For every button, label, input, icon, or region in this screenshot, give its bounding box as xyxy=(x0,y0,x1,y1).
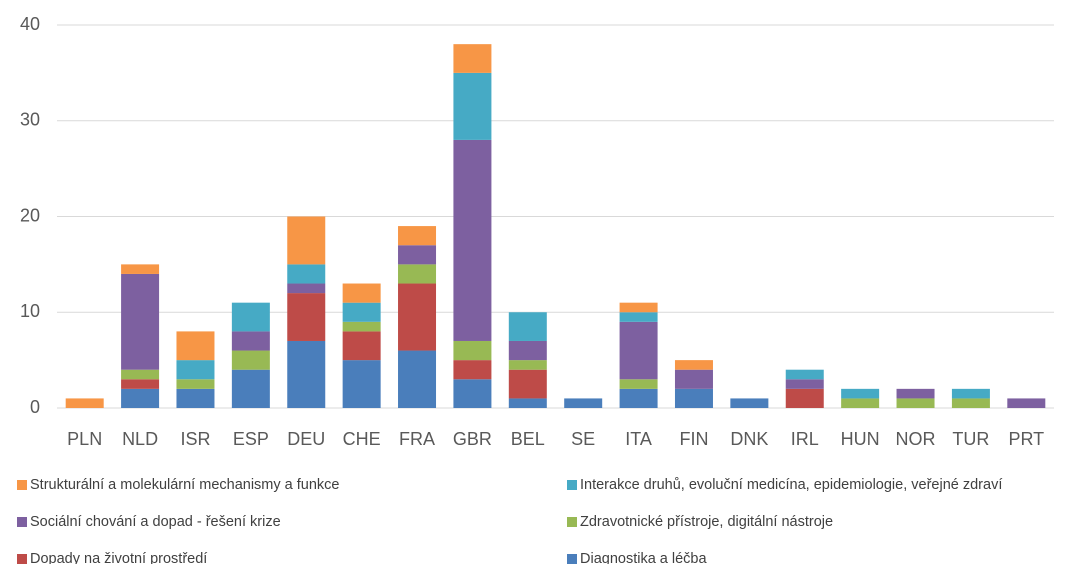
bar-segment xyxy=(619,321,658,380)
bar-segment xyxy=(121,273,160,370)
bar-segment xyxy=(176,360,215,380)
bar-segment xyxy=(730,398,769,408)
x-tick-label: ISR xyxy=(180,429,210,449)
bar-segment xyxy=(674,388,713,408)
bar-segment xyxy=(342,331,381,361)
bar-segment xyxy=(951,388,990,399)
bar-segment xyxy=(121,369,160,380)
x-tick-label: FRA xyxy=(399,429,435,449)
y-tick-label: 0 xyxy=(30,397,40,417)
bar-segment xyxy=(508,369,547,399)
bar-segment xyxy=(841,398,880,408)
legend-label: Dopady na životní prostředí xyxy=(30,551,207,564)
bar-segment xyxy=(1007,398,1046,408)
bar-segment xyxy=(619,379,658,389)
bar-segment xyxy=(287,216,326,265)
bar-segment xyxy=(453,340,492,361)
legend-swatch xyxy=(567,517,577,527)
bar-segment xyxy=(785,369,824,380)
bar-segment xyxy=(342,321,381,332)
x-tick-label: NLD xyxy=(122,429,158,449)
x-tick-label: FIN xyxy=(679,429,708,449)
bar-segment xyxy=(342,302,381,322)
x-tick-label: DNK xyxy=(730,429,768,449)
y-tick-label: 10 xyxy=(20,301,40,321)
bar-segment xyxy=(785,379,824,389)
legend-swatch xyxy=(567,554,577,564)
bar-segment xyxy=(231,331,270,351)
bar-segment xyxy=(287,264,326,284)
bar-segment xyxy=(508,398,547,408)
x-tick-label: PRT xyxy=(1008,429,1044,449)
x-tick-label: IRL xyxy=(791,429,819,449)
bar-segment xyxy=(287,283,326,294)
bar-segment xyxy=(342,283,381,303)
x-tick-label: NOR xyxy=(896,429,936,449)
legend-swatch xyxy=(567,480,577,490)
legend-label: Diagnostika a léčba xyxy=(580,551,707,564)
bar-segment xyxy=(231,302,270,332)
x-tick-label: ESP xyxy=(233,429,269,449)
bar-segment xyxy=(453,379,492,408)
x-tick-label: CHE xyxy=(343,429,381,449)
bar-segment xyxy=(398,226,437,246)
legend-swatch xyxy=(17,517,27,527)
bar-segment xyxy=(121,379,160,389)
x-tick-label: HUN xyxy=(841,429,880,449)
bar-segment xyxy=(453,139,492,341)
y-tick-label: 40 xyxy=(20,14,40,34)
bar-segment xyxy=(785,388,824,408)
bar-segment xyxy=(841,388,880,399)
bar-segment xyxy=(619,388,658,408)
x-tick-label: BEL xyxy=(511,429,545,449)
bar-segment xyxy=(398,264,437,284)
legend-label: Sociální chování a dopad - řešení krize xyxy=(30,514,281,530)
legend-label: Interakce druhů, evoluční medicína, epid… xyxy=(580,477,1002,493)
bar-segment xyxy=(453,360,492,380)
bar-segment xyxy=(951,398,990,408)
legend-label: Strukturální a molekulární mechanismy a … xyxy=(30,477,339,493)
bar-segment xyxy=(231,369,270,408)
x-tick-label: TUR xyxy=(952,429,989,449)
bar-segment xyxy=(398,350,437,408)
bar-segment xyxy=(342,360,381,408)
x-tick-label: PLN xyxy=(67,429,102,449)
bar-segment xyxy=(287,340,326,408)
bar-segment xyxy=(453,44,492,73)
x-tick-label: DEU xyxy=(287,429,325,449)
bar-segment xyxy=(231,350,270,370)
bar-segment xyxy=(674,369,713,389)
x-tick-label: GBR xyxy=(453,429,492,449)
bar-segment xyxy=(619,302,658,313)
bar-segment xyxy=(176,379,215,389)
bar-segment xyxy=(176,331,215,361)
bar-segment xyxy=(896,398,935,408)
legend-label: Zdravotnické přístroje, digitální nástro… xyxy=(580,514,833,530)
bar-segment xyxy=(287,293,326,341)
bar-segment xyxy=(398,283,437,351)
bar-segment xyxy=(65,398,104,408)
bar-segment xyxy=(121,388,160,408)
bar-segment xyxy=(508,360,547,370)
bar-segment xyxy=(398,245,437,265)
x-tick-label: ITA xyxy=(625,429,652,449)
legend-swatch xyxy=(17,480,27,490)
bar-segment xyxy=(508,312,547,341)
legend-swatch xyxy=(17,554,27,564)
bar-segment xyxy=(176,388,215,408)
bar-segment xyxy=(896,388,935,399)
bar-segment xyxy=(508,340,547,361)
bar-segment xyxy=(564,398,603,408)
bar-segment xyxy=(674,360,713,370)
bar-segment xyxy=(453,72,492,140)
bar-segment xyxy=(121,264,160,274)
y-tick-label: 30 xyxy=(20,110,40,130)
y-tick-label: 20 xyxy=(20,205,40,225)
bar-segment xyxy=(619,312,658,322)
x-tick-label: SE xyxy=(571,429,595,449)
